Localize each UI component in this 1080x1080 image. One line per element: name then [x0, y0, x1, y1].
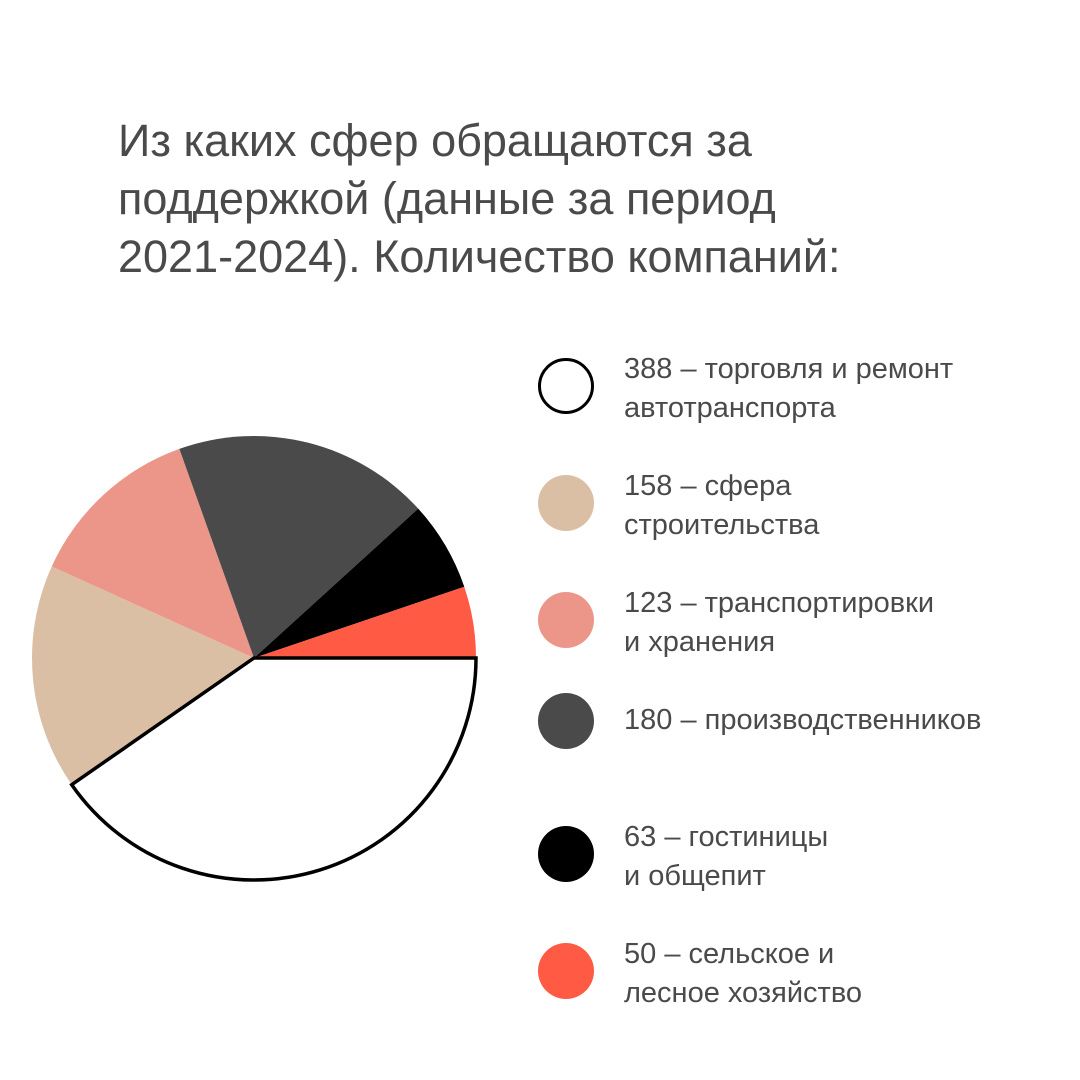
legend-label-line: 158 – сфера: [624, 470, 792, 502]
legend-label-line: 180 – производственников: [624, 704, 982, 736]
legend-item: 388 – торговля и ремонт автотранспорта: [536, 350, 1076, 430]
pie-slice: [179, 435, 419, 658]
legend-label: 180 – производственников: [624, 701, 981, 740]
legend-label: 158 – сфера строительства: [624, 467, 819, 545]
legend-label-line: лесное хозяйство: [624, 977, 863, 1009]
legend-swatch: [538, 358, 594, 414]
legend-label-line: строительства: [624, 509, 820, 541]
legend-label-line: 63 – гостиницы: [624, 821, 829, 853]
legend-label: 50 – сельское и лесное хозяйство: [624, 935, 862, 1013]
pie-slice: [254, 586, 476, 658]
legend-label: 63 – гостиницы и общепит: [624, 818, 828, 896]
pie-slice: [51, 448, 255, 658]
legend-item: 50 – сельское и лесное хозяйство: [536, 935, 1076, 1015]
legend-label-line: 388 – торговля и ремонт: [624, 353, 954, 385]
legend-swatch: [538, 693, 594, 749]
legend-label-line: автотранспорта: [624, 392, 836, 424]
legend-label-line: 123 – транспортировки: [624, 587, 935, 619]
legend-item: 158 – сфера строительства: [536, 467, 1076, 547]
legend-label-line: и хранения: [624, 626, 776, 658]
legend-item: 180 – производственников: [536, 693, 1076, 781]
chart-title-line: поддержкой (данные за период: [118, 173, 776, 224]
legend-swatch: [538, 943, 594, 999]
legend-label: 123 – транспортировки и хранения: [624, 584, 934, 662]
legend-label-line: 50 – сельское и: [624, 938, 835, 970]
legend-item: 123 – транспортировки и хранения: [536, 584, 1076, 664]
pie-slice: [254, 508, 465, 658]
legend-swatch: [538, 826, 594, 882]
chart-title-line: 2021-2024). Количество компаний:: [118, 231, 841, 282]
legend-label: 388 – торговля и ремонт автотранспорта: [624, 350, 953, 428]
legend-item: 63 – гостиницы и общепит: [536, 818, 1076, 898]
legend-label-line: и общепит: [624, 860, 766, 892]
pie-slice: [69, 656, 478, 882]
chart-title-line: Из каких сфер обращаются за: [118, 115, 752, 166]
chart-title: Из каких сфер обращаются за поддержкой (…: [118, 112, 998, 286]
legend-swatch: [538, 592, 594, 648]
legend-swatch: [538, 475, 594, 531]
pie-slice: [32, 566, 254, 785]
